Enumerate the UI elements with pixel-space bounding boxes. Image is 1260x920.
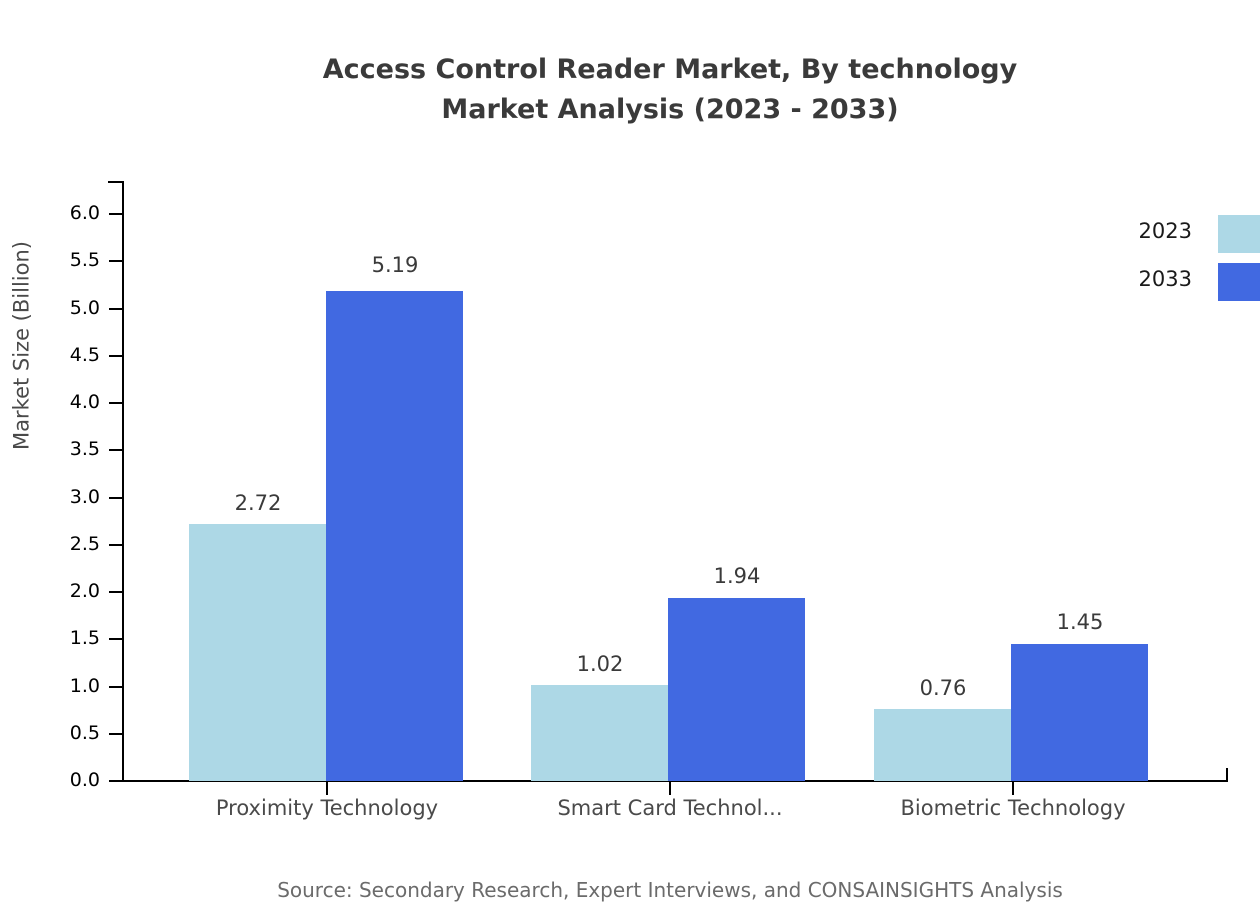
y-tick-mark [109,497,123,499]
y-tick-label: 4.0 [69,391,100,413]
y-tick-mark [109,308,123,310]
y-tick-label: 6.0 [69,202,100,224]
y-tick-mark [109,449,123,451]
bar-biometric-2023[interactable] [874,709,1011,781]
x-tick-mark [669,782,671,795]
x-tick-label-smart-card: Smart Card Technol... [557,796,783,820]
y-axis-top-cap [108,181,124,183]
plot-area: 2.72 5.19 1.02 1.94 0.76 1.45 [122,181,1227,781]
y-axis-title: Market Size (Billion) [9,241,34,450]
bar-value-proximity-2023: 2.72 [234,491,282,515]
bar-proximity-2033[interactable] [326,291,463,781]
legend-item-2033[interactable]: 2033 [1120,263,1260,301]
y-tick-mark [109,260,123,262]
y-tick-label: 0.0 [69,769,100,791]
x-axis-spine [122,780,1228,782]
y-tick-label: 3.0 [69,486,100,508]
bar-smartcard-2023[interactable] [531,685,668,781]
y-tick-label: 4.5 [69,344,100,366]
y-tick-mark [109,638,123,640]
x-tick-label-biometric: Biometric Technology [900,796,1126,820]
y-tick-mark [109,213,123,215]
y-tick-mark [109,402,123,404]
bar-value-smartcard-2023: 1.02 [576,652,624,676]
bar-proximity-2023[interactable] [189,524,326,781]
y-tick-mark [109,355,123,357]
y-tick-label: 2.0 [69,580,100,602]
y-tick-label: 5.5 [69,249,100,271]
bar-value-smartcard-2033: 1.94 [713,564,761,588]
chart-title-line-1: Access Control Reader Market, By technol… [322,54,1018,85]
y-tick-label: 3.5 [69,438,100,460]
x-tick-label-proximity: Proximity Technology [215,796,439,820]
y-tick-mark [109,780,123,782]
legend-label-2033: 2033 [1138,267,1192,291]
y-tick-mark [109,733,123,735]
bar-smartcard-2033[interactable] [668,598,805,781]
x-axis-end-cap [1226,768,1228,782]
legend-item-2023[interactable]: 2023 [1120,215,1260,253]
chart-title: Access Control Reader Market, By technol… [0,50,1260,130]
y-tick-mark [109,544,123,546]
bar-biometric-2033[interactable] [1011,644,1148,781]
y-tick-mark [109,686,123,688]
bar-value-biometric-2023: 0.76 [919,676,967,700]
bar-value-biometric-2033: 1.45 [1056,610,1104,634]
x-tick-mark [1012,782,1014,795]
y-tick-mark [109,591,123,593]
bar-value-proximity-2033: 5.19 [371,253,419,277]
legend-swatch-2033 [1218,263,1260,301]
y-tick-label: 1.5 [69,627,100,649]
legend-label-2023: 2023 [1138,219,1192,243]
x-tick-mark [326,782,328,795]
y-tick-label: 2.5 [69,533,100,555]
y-axis-spine [122,181,124,782]
chart-title-line-2: Market Analysis (2023 - 2033) [441,94,899,125]
legend-swatch-2023 [1218,215,1260,253]
y-tick-label: 1.0 [69,675,100,697]
chart-legend: 2023 2033 [1120,215,1260,305]
y-tick-label: 5.0 [69,297,100,319]
y-tick-label: 0.5 [69,722,100,744]
source-note: Source: Secondary Research, Expert Inter… [277,878,1063,902]
